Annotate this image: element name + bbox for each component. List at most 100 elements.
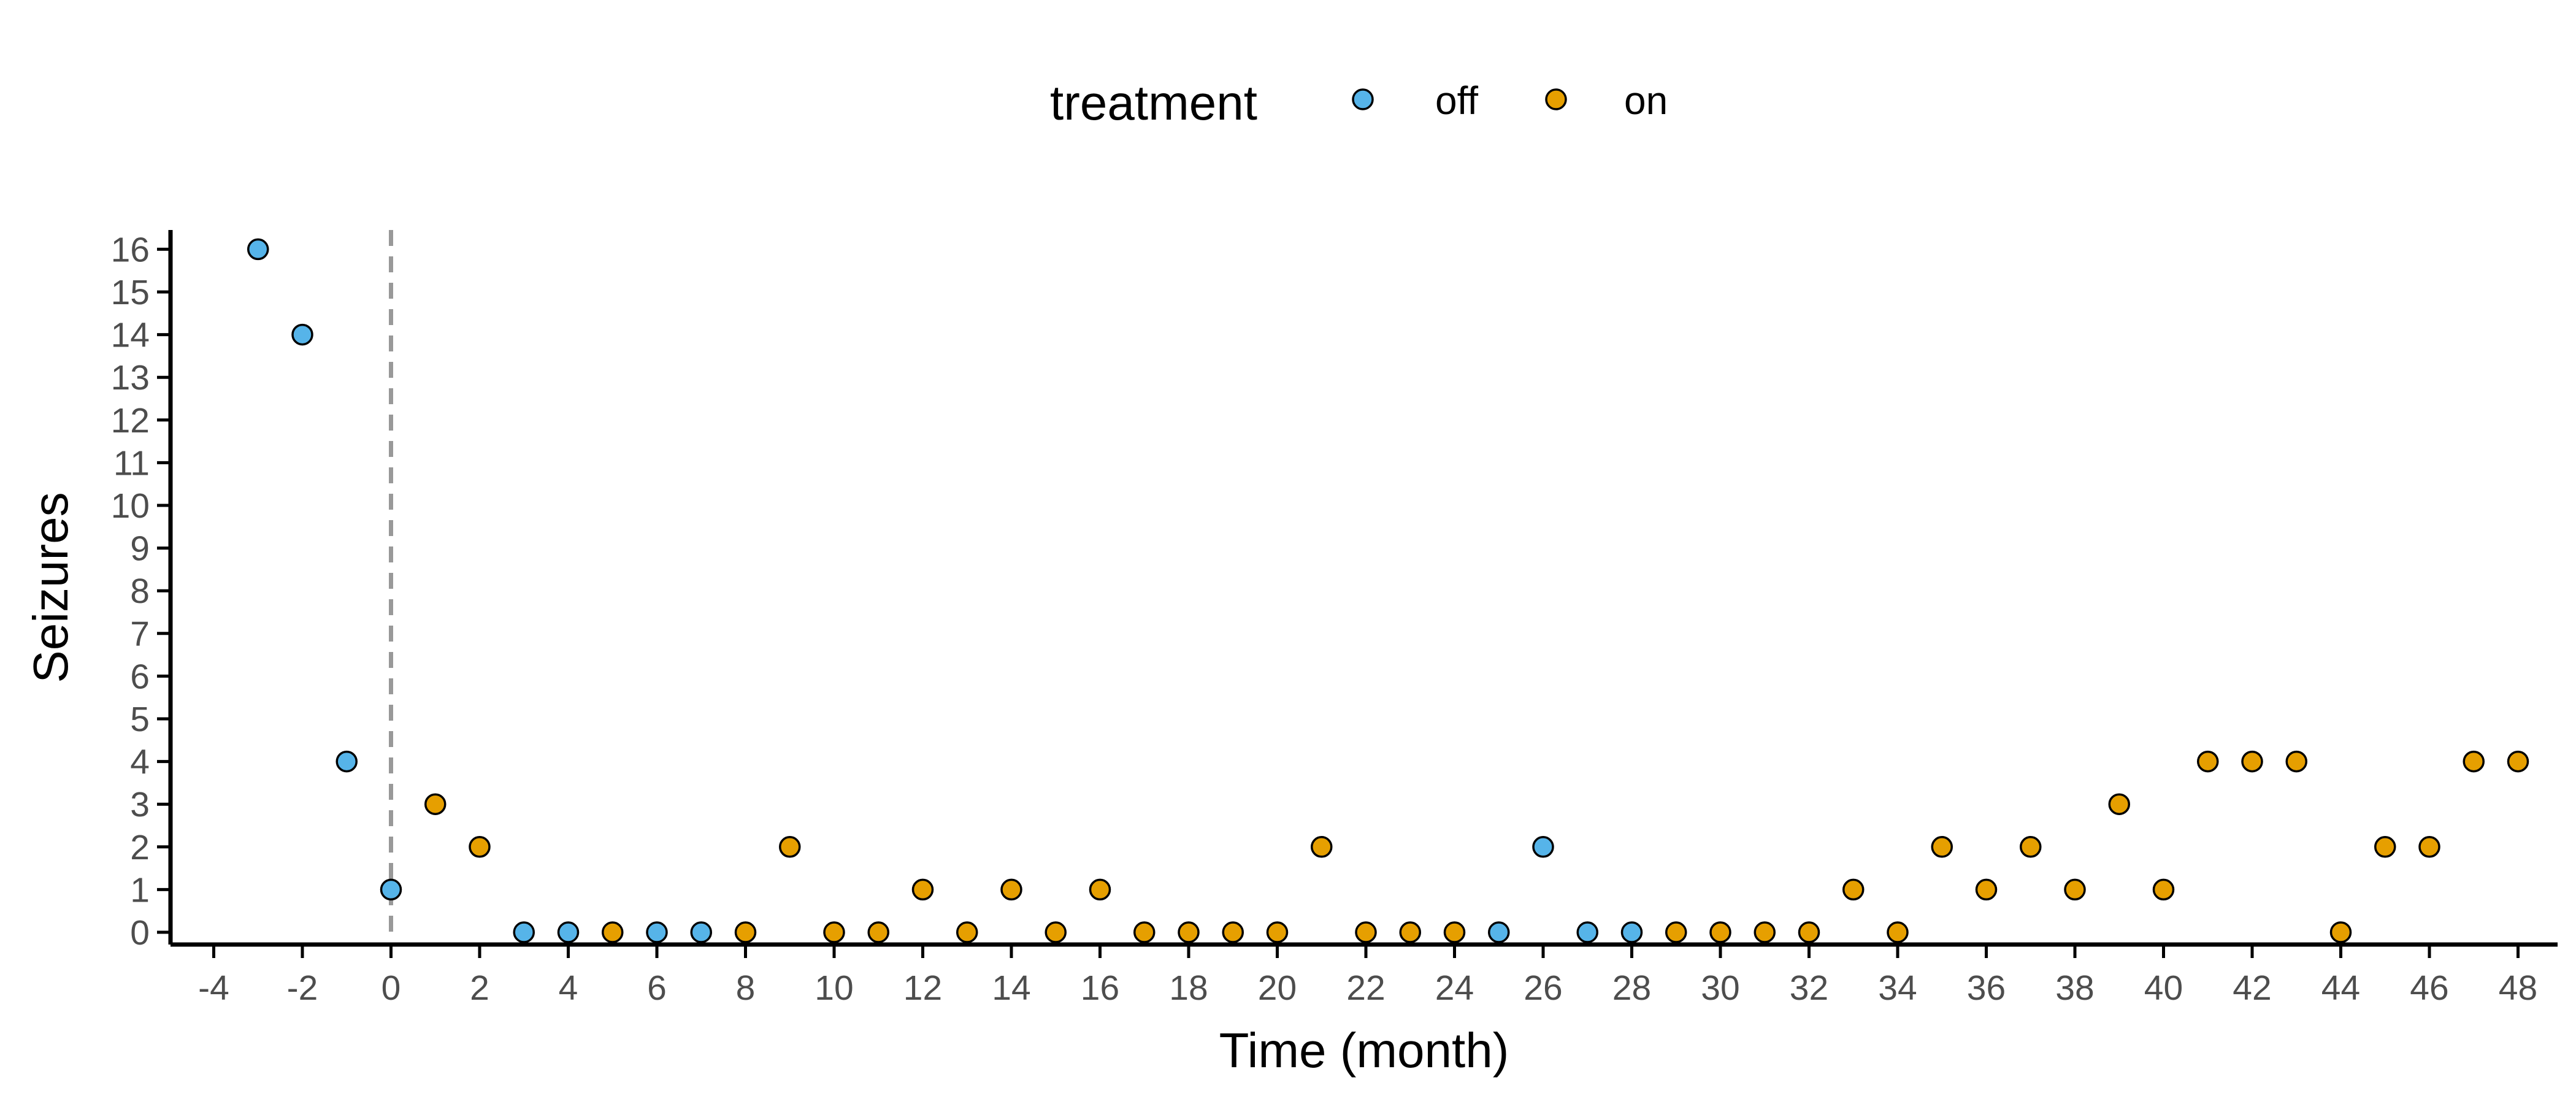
x-tick-label: 18 bbox=[1169, 968, 1208, 1008]
y-axis-title: Seizures bbox=[23, 492, 78, 683]
legend-label-off: off bbox=[1435, 79, 1478, 123]
data-point-on bbox=[1000, 878, 1022, 901]
legend-entries: off on bbox=[1352, 79, 1668, 123]
y-tick-label: 10 bbox=[111, 486, 150, 526]
data-point-on bbox=[2418, 836, 2440, 858]
y-tick-label: 0 bbox=[130, 913, 150, 953]
x-tick-label: 34 bbox=[1878, 968, 1917, 1008]
data-point-on bbox=[2285, 750, 2307, 773]
data-point-on bbox=[2108, 793, 2130, 815]
data-point-on bbox=[911, 878, 934, 901]
data-point-off bbox=[1488, 921, 1510, 943]
data-point-off bbox=[1576, 921, 1598, 943]
y-tick-label: 11 bbox=[113, 443, 150, 483]
x-tick-label: 24 bbox=[1435, 968, 1474, 1008]
data-point-off bbox=[247, 238, 269, 261]
legend: treatment off on bbox=[1050, 75, 1668, 130]
data-point-on bbox=[867, 921, 889, 943]
x-tick-label: 48 bbox=[2499, 968, 2537, 1008]
x-tick-label: 2 bbox=[470, 968, 489, 1008]
x-axis-ticks: -4 -2 0 2 4 6 8 10 12 14 16 18 20 22 24 26 28 30 32 34 36 38 4… bbox=[198, 945, 2537, 1008]
data-point-on bbox=[2020, 836, 2042, 858]
y-tick-label: 15 bbox=[111, 273, 150, 312]
data-point-on bbox=[2152, 878, 2175, 901]
data-point-on bbox=[1443, 921, 1466, 943]
data-point-on bbox=[2329, 921, 2352, 943]
data-point-on bbox=[2241, 750, 2263, 773]
y-tick-label: 3 bbox=[130, 785, 150, 824]
data-point-off bbox=[557, 921, 580, 943]
data-point-on bbox=[2064, 878, 2086, 901]
legend-key-off bbox=[1352, 88, 1374, 110]
y-tick-label: 13 bbox=[111, 358, 150, 397]
data-point-on bbox=[1222, 921, 1244, 943]
data-point-on bbox=[424, 793, 447, 815]
x-tick-label: 16 bbox=[1081, 968, 1119, 1008]
y-tick-label: 12 bbox=[111, 401, 150, 440]
data-point-on bbox=[1355, 921, 1377, 943]
data-point-on bbox=[1975, 878, 1998, 901]
data-point-on bbox=[469, 836, 491, 858]
x-tick-label: 8 bbox=[736, 968, 756, 1008]
x-tick-label: 22 bbox=[1346, 968, 1385, 1008]
data-point-on bbox=[1133, 921, 1156, 943]
data-point-off bbox=[513, 921, 535, 943]
x-tick-label: 6 bbox=[647, 968, 667, 1008]
data-point-on bbox=[1665, 921, 1687, 943]
x-tick-label: 12 bbox=[903, 968, 942, 1008]
x-tick-label: -2 bbox=[287, 968, 318, 1008]
data-points bbox=[247, 238, 2529, 943]
data-point-on bbox=[1399, 921, 1421, 943]
x-tick-label: 32 bbox=[1790, 968, 1828, 1008]
data-point-on bbox=[823, 921, 845, 943]
data-point-on bbox=[956, 921, 978, 943]
x-tick-label: 46 bbox=[2410, 968, 2448, 1008]
y-tick-label: 7 bbox=[130, 615, 150, 654]
data-point-on bbox=[1045, 921, 1067, 943]
x-tick-label: 44 bbox=[2321, 968, 2360, 1008]
y-tick-label: 4 bbox=[130, 743, 150, 782]
x-tick-label: 40 bbox=[2144, 968, 2183, 1008]
x-tick-label: 4 bbox=[559, 968, 578, 1008]
x-tick-label: 14 bbox=[992, 968, 1030, 1008]
data-point-on bbox=[779, 836, 801, 858]
data-point-on bbox=[1798, 921, 1820, 943]
y-tick-label: 1 bbox=[130, 870, 150, 910]
x-tick-label: 10 bbox=[815, 968, 853, 1008]
data-point-off bbox=[1532, 836, 1554, 858]
x-axis-title: Time (month) bbox=[1219, 1023, 1509, 1078]
legend-title: treatment bbox=[1050, 75, 1257, 130]
data-point-off bbox=[291, 323, 313, 346]
x-tick-label: 42 bbox=[2233, 968, 2271, 1008]
data-point-on bbox=[1931, 836, 1953, 858]
data-point-off bbox=[380, 878, 402, 901]
data-point-on bbox=[734, 921, 757, 943]
data-point-on bbox=[1178, 921, 1200, 943]
data-point-on bbox=[1311, 836, 1333, 858]
y-tick-label: 2 bbox=[130, 828, 150, 867]
y-tick-label: 6 bbox=[130, 657, 150, 696]
data-point-on bbox=[1266, 921, 1289, 943]
x-tick-label: 30 bbox=[1701, 968, 1739, 1008]
x-tick-label: -4 bbox=[198, 968, 229, 1008]
data-point-on bbox=[2507, 750, 2529, 773]
x-tick-label: 38 bbox=[2055, 968, 2094, 1008]
data-point-off bbox=[690, 921, 712, 943]
data-point-on bbox=[1709, 921, 1731, 943]
data-point-on bbox=[2463, 750, 2485, 773]
y-tick-label: 9 bbox=[130, 529, 150, 569]
x-tick-label: 0 bbox=[381, 968, 401, 1008]
data-point-on bbox=[1089, 878, 1111, 901]
x-tick-label: 20 bbox=[1258, 968, 1297, 1008]
x-tick-label: 36 bbox=[1967, 968, 2006, 1008]
data-point-on bbox=[2374, 836, 2396, 858]
data-point-off bbox=[646, 921, 668, 943]
data-point-on bbox=[2197, 750, 2219, 773]
data-point-off bbox=[1620, 921, 1643, 943]
y-tick-label: 14 bbox=[111, 316, 150, 355]
data-point-on bbox=[602, 921, 624, 943]
x-tick-label: 26 bbox=[1524, 968, 1562, 1008]
data-point-on bbox=[1842, 878, 1865, 901]
